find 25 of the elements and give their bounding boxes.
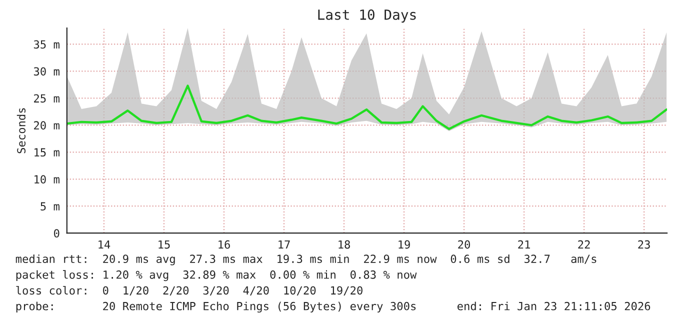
y-tick-label: 20 m: [34, 121, 60, 130]
x-tick-label: 15: [158, 240, 170, 249]
y-tick-label: 30 m: [34, 67, 60, 76]
text: probe: 20 Remote ICMP Echo Pings (56 Bytes) every 300s end: Fri Jan 23 21:11:05 2026: [16, 302, 650, 313]
x-tick-label: 17: [278, 240, 290, 249]
x-tick-label: 23: [638, 240, 650, 249]
y-tick-label: 10 m: [34, 175, 60, 184]
x-tick-label: 16: [218, 240, 230, 249]
x-tick-label: 20: [458, 240, 470, 249]
y-tick-label: 5 m: [40, 202, 60, 211]
y-tick-label: 0: [54, 229, 60, 238]
x-tick-label: 21: [518, 240, 530, 249]
y-tick-label: 35 m: [34, 40, 60, 49]
x-tick-label: 18: [338, 240, 350, 249]
text: packet loss: 1.20 % avg 32.89 % max 0.00 % min 0.83 % now: [16, 270, 417, 282]
line-series: [66, 84, 668, 130]
y-tick-label: 25 m: [34, 94, 60, 103]
chart-title: Last 10 Days: [318, 9, 416, 23]
y-axis-title: Seconds: [16, 108, 26, 154]
text: median rtt: 20.9 ms avg 27.3 ms max 19.3 ms min 22.9 ms now 0.6 ms sd 32.7 am/s: [16, 254, 596, 266]
x-tick-label: 19: [398, 240, 410, 249]
y-tick-label: 15 m: [34, 148, 60, 157]
x-tick-label: 22: [578, 240, 590, 249]
text: loss color: 0 1/20 2/20 3/20 4/20 10/20 19/20: [16, 286, 362, 296]
x-tick-label: 14: [98, 240, 110, 249]
